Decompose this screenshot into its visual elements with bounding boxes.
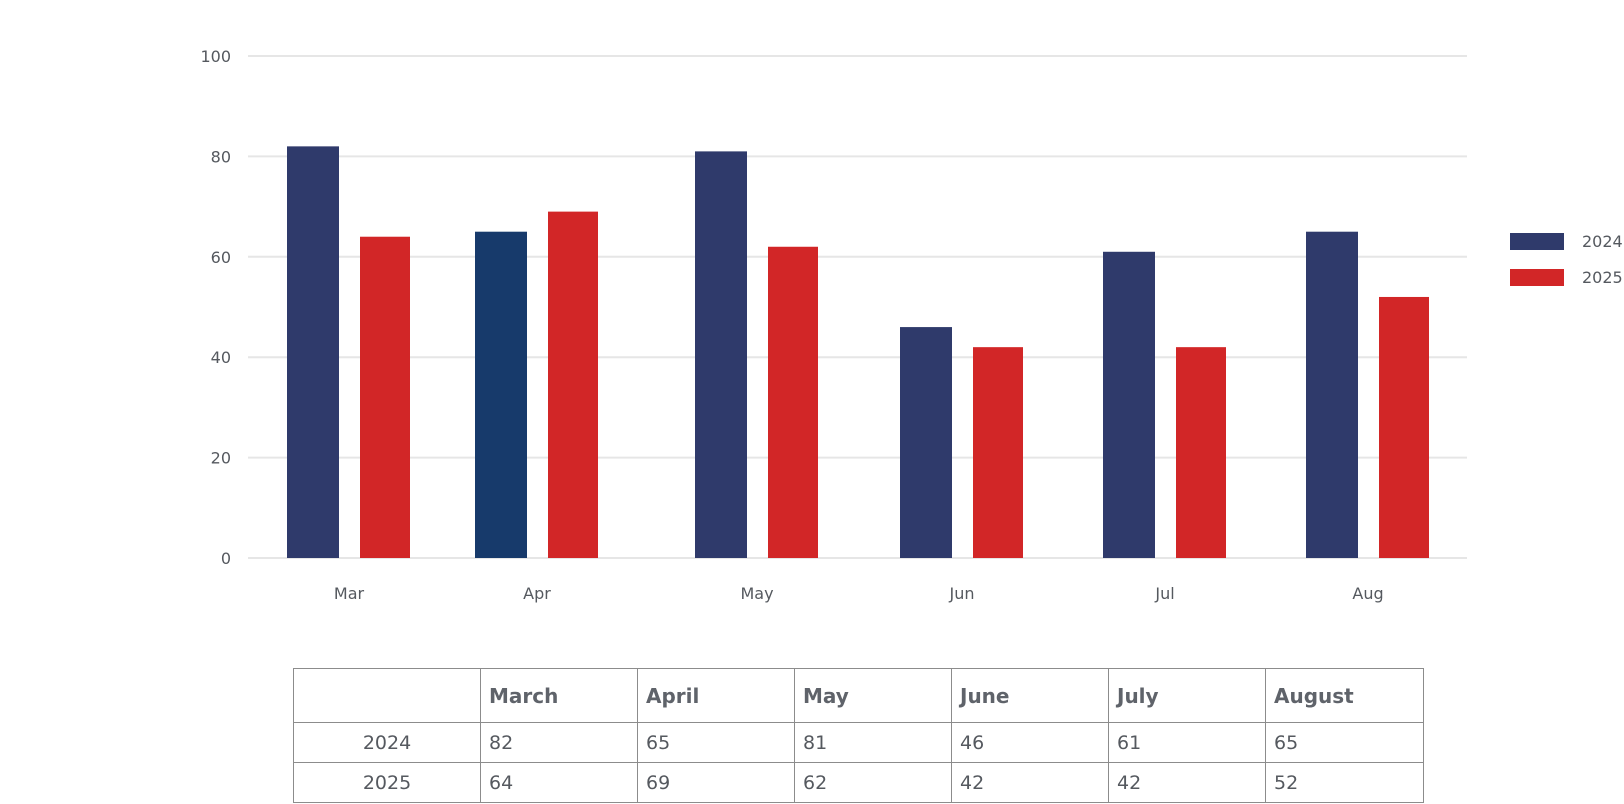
bars <box>287 146 1429 559</box>
x-tick-label: Mar <box>334 584 365 603</box>
legend-swatch-2024 <box>1510 233 1564 250</box>
legend: 2024 2025 <box>1510 232 1623 287</box>
y-tick-label: 80 <box>211 147 231 166</box>
legend-label: 2024 <box>1582 232 1623 251</box>
y-tick-label: 20 <box>211 449 231 468</box>
table-header-cell: May <box>794 668 952 723</box>
bar-2024-Mar <box>287 146 339 559</box>
table-cell: 82 <box>480 722 638 763</box>
table-cell: 42 <box>951 762 1109 803</box>
table-cell: 65 <box>637 722 795 763</box>
table-cell: 52 <box>1265 762 1424 803</box>
table-cell: 62 <box>794 762 952 803</box>
y-tick-label: 40 <box>211 348 231 367</box>
x-tick-label: Apr <box>523 584 551 603</box>
table-row: 2024 82 65 81 46 61 65 <box>293 722 1424 763</box>
y-tick-label: 0 <box>221 549 231 568</box>
x-tick-label: Jul <box>1154 584 1174 603</box>
table-cell: 65 <box>1265 722 1424 763</box>
table-header-cell: August <box>1265 668 1424 723</box>
bar-2025-May <box>768 246 818 558</box>
table-row-label: 2025 <box>293 762 481 803</box>
x-tick-label: Aug <box>1352 584 1383 603</box>
legend-label: 2025 <box>1582 268 1623 287</box>
bar-2024-Jun <box>900 327 952 558</box>
bar-2025-Apr <box>548 211 598 558</box>
grid-lines <box>248 55 1467 559</box>
table-header-cell <box>293 668 481 723</box>
table-header-cell: July <box>1108 668 1266 723</box>
table-header-cell: March <box>480 668 638 723</box>
table-cell: 81 <box>794 722 952 763</box>
table-cell: 42 <box>1108 762 1266 803</box>
bar-2025-Jun <box>973 347 1023 558</box>
legend-swatch-2025 <box>1510 269 1564 286</box>
table-row: 2025 64 69 62 42 42 52 <box>293 762 1424 803</box>
x-tick-label: May <box>740 584 773 603</box>
x-tick-label: Jun <box>949 584 975 603</box>
x-axis-ticks: Mar Apr May Jun Jul Aug <box>334 584 1384 603</box>
bar-2025-Aug <box>1379 296 1429 558</box>
y-tick-label: 100 <box>200 47 231 66</box>
table-header-cell: April <box>637 668 795 723</box>
table-row-label: 2024 <box>293 722 481 763</box>
table-header-cell: June <box>951 668 1109 723</box>
bar-chart: 0 20 40 60 80 100 Mar Apr May Jun Jul Aug 2024 2025 <box>200 47 1623 603</box>
table-cell: 69 <box>637 762 795 803</box>
table-cell: 64 <box>480 762 638 803</box>
table-cell: 46 <box>951 722 1109 763</box>
y-tick-label: 60 <box>211 248 231 267</box>
table-header-row: March April May June July August <box>293 668 1424 723</box>
bar-2024-Aug <box>1306 231 1358 558</box>
table-cell: 61 <box>1108 722 1266 763</box>
bar-2024-May <box>695 151 747 558</box>
bar-2024-Jul <box>1103 251 1155 558</box>
bar-2025-Jul <box>1176 347 1226 558</box>
data-table: March April May June July August 2024 82… <box>293 668 1424 803</box>
bar-2024-Apr <box>475 231 527 558</box>
bar-2025-Mar <box>360 236 410 558</box>
y-axis-ticks: 0 20 40 60 80 100 <box>200 47 231 568</box>
